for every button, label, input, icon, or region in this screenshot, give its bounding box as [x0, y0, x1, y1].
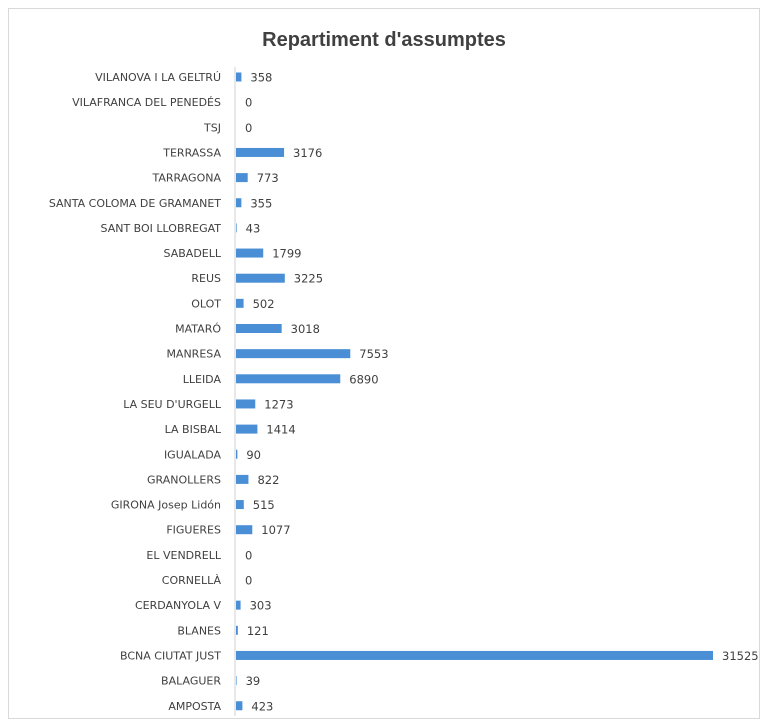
data-label: 822 — [257, 473, 279, 487]
category-label: MATARÓ — [175, 323, 221, 336]
category-label: BCNA CIUTAT JUST — [120, 649, 221, 662]
category-label: EL VENDRELL — [146, 549, 221, 562]
category-label: VILANOVA I LA GELTRÚ — [95, 71, 221, 84]
bar — [236, 223, 237, 233]
category-label: GRANOLLERS — [147, 473, 221, 486]
category-label: FIGUERES — [166, 524, 221, 537]
chart-title: Repartiment d'assumptes — [262, 29, 506, 51]
data-label: 90 — [246, 448, 261, 462]
data-label: 502 — [253, 297, 275, 311]
data-label: 3018 — [291, 322, 320, 336]
category-label: CORNELLÀ — [162, 574, 222, 587]
bar — [236, 198, 242, 208]
bar — [236, 525, 253, 535]
category-label: TERRASSA — [162, 146, 221, 159]
data-label: 355 — [250, 196, 272, 210]
data-label: 773 — [257, 171, 279, 185]
data-label: 43 — [246, 221, 261, 235]
data-label: 6890 — [349, 372, 378, 386]
category-label: LA SEU D'URGELL — [123, 398, 222, 411]
data-label: 0 — [245, 574, 252, 588]
category-label: OLOT — [191, 297, 221, 310]
chart-frame: Repartiment d'assumptes — [8, 8, 760, 719]
bar — [236, 399, 256, 409]
bar — [236, 625, 238, 635]
data-label: 7553 — [359, 347, 388, 361]
data-label: 3225 — [294, 272, 323, 286]
bar — [236, 449, 238, 459]
category-label: VILAFRANCA DEL PENEDÉS — [72, 96, 221, 109]
category-label: CERDANYOLA V — [135, 599, 221, 612]
data-label: 0 — [245, 548, 252, 562]
data-label: 358 — [250, 71, 272, 85]
category-label: MANRESA — [166, 348, 221, 361]
data-label: 39 — [246, 674, 261, 688]
bar — [236, 147, 285, 157]
data-label: 0 — [245, 121, 252, 135]
category-label: REUS — [191, 272, 221, 285]
data-label: 121 — [247, 624, 269, 638]
category-label: SANTA COLOMA DE GRAMANET — [49, 197, 221, 210]
category-label: IGUALADA — [164, 448, 222, 461]
bar — [236, 600, 241, 610]
data-label: 31525 — [722, 649, 759, 663]
bar — [236, 324, 282, 333]
bar — [236, 349, 351, 359]
data-label: 423 — [251, 699, 273, 713]
bar — [236, 650, 713, 660]
data-label: 1414 — [266, 423, 295, 437]
category-label: TSJ — [203, 121, 221, 134]
bar — [236, 298, 244, 308]
bar — [236, 248, 264, 258]
bar — [236, 424, 258, 434]
data-label: 1077 — [261, 523, 290, 537]
data-label: 3176 — [293, 146, 322, 160]
bar — [236, 500, 244, 510]
data-label: 515 — [253, 498, 275, 512]
category-label: AMPOSTA — [168, 700, 221, 713]
category-label: BLANES — [177, 624, 221, 637]
category-label: SABADELL — [164, 247, 222, 260]
category-label: SANT BOI LLOBREGAT — [101, 222, 222, 235]
bar — [236, 676, 237, 686]
bar — [236, 701, 243, 711]
category-label: TARRAGONA — [152, 172, 222, 185]
data-label: 0 — [245, 96, 252, 110]
category-label: LLEIDA — [183, 373, 222, 386]
data-label: 1799 — [272, 247, 301, 261]
category-label: GIRONA Josep Lidón — [111, 499, 221, 512]
bar — [236, 374, 341, 384]
data-label: 1273 — [264, 397, 293, 411]
bar — [236, 273, 285, 283]
data-label: 303 — [250, 599, 272, 613]
category-label: LA BISBAL — [165, 423, 222, 436]
category-label: BALAGUER — [161, 675, 221, 688]
bar — [236, 72, 242, 82]
bar — [236, 474, 249, 484]
bar — [236, 173, 248, 183]
